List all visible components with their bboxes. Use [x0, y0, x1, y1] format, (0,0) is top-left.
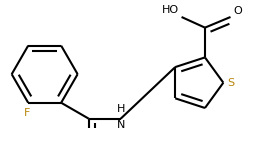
Text: HO: HO	[162, 5, 180, 15]
Text: F: F	[24, 108, 30, 118]
Text: H: H	[117, 104, 125, 114]
Text: S: S	[228, 78, 235, 88]
Text: O: O	[234, 6, 243, 16]
Text: N: N	[117, 120, 125, 130]
